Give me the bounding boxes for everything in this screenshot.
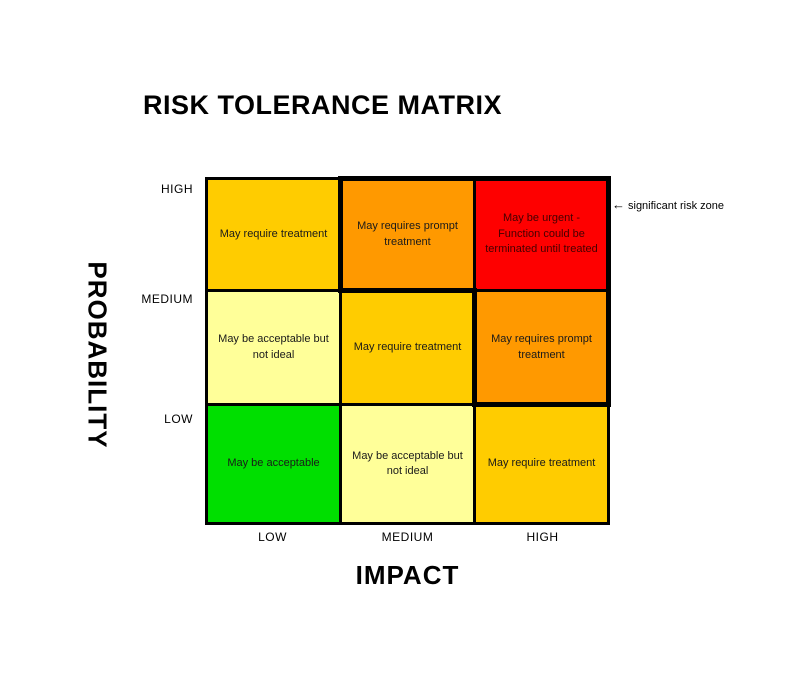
cell-prob-high-impact-high: May be urgent - Function could be termin… xyxy=(476,180,607,289)
col-label-high: HIGH xyxy=(526,530,559,544)
risk-matrix-grid: May require treatment May requires promp… xyxy=(205,177,610,525)
cell-prob-medium-impact-medium: May require treatment xyxy=(342,292,473,403)
impact-axis-label: IMPACT xyxy=(355,560,460,590)
page-title: RISK TOLERANCE MATRIX xyxy=(143,90,503,120)
left-arrow-icon: ← xyxy=(612,197,625,212)
row-label-high: HIGH xyxy=(161,182,193,196)
row-label-low: LOW xyxy=(164,412,193,426)
cell-prob-medium-impact-low: May be acceptable but not ideal xyxy=(208,292,339,403)
risk-matrix: May require treatment May requires promp… xyxy=(205,176,611,525)
cell-prob-low-impact-low: May be acceptable xyxy=(208,406,339,522)
col-label-low: LOW xyxy=(258,530,287,544)
cell-prob-high-impact-low: May require treatment xyxy=(208,180,339,289)
row-label-medium: MEDIUM xyxy=(141,292,193,306)
cell-prob-low-impact-high: May require treatment xyxy=(476,406,607,522)
significant-risk-zone-annotation: ← significant risk zone xyxy=(612,197,726,214)
cell-prob-medium-impact-high: May requires prompt treatment xyxy=(476,292,607,403)
cell-prob-high-impact-medium: May requires prompt treatment xyxy=(342,180,473,289)
col-label-medium: MEDIUM xyxy=(381,530,434,544)
significant-risk-zone-text: significant risk zone xyxy=(628,200,724,212)
cell-prob-low-impact-medium: May be acceptable but not ideal xyxy=(342,406,473,522)
